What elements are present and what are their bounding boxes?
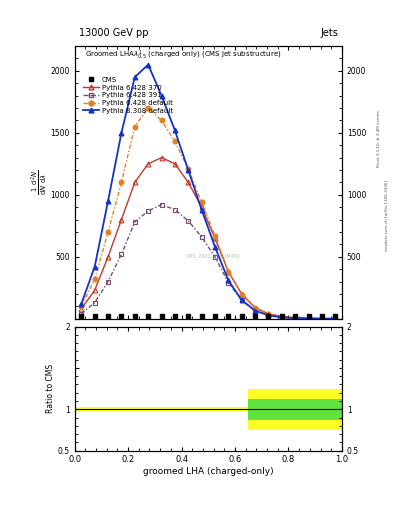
Y-axis label: $\frac{1}{\mathrm{d}N}\frac{\mathrm{d}^{2}N}{\mathrm{d}\lambda}$: $\frac{1}{\mathrm{d}N}\frac{\mathrm{d}^{… <box>29 169 49 195</box>
Text: CMS_2021_11SOM492: CMS_2021_11SOM492 <box>186 253 241 259</box>
Text: mcplots.cern.ch [arXiv:1306.3436]: mcplots.cern.ch [arXiv:1306.3436] <box>385 180 389 250</box>
Y-axis label: Ratio to CMS: Ratio to CMS <box>46 364 55 413</box>
X-axis label: groomed LHA (charged-only): groomed LHA (charged-only) <box>143 467 274 476</box>
Legend: CMS, Pythia 6.428 370, Pythia 6.428 391, Pythia 6.428 default, Pythia 8.308 defa: CMS, Pythia 6.428 370, Pythia 6.428 391,… <box>83 77 173 114</box>
Text: Jets: Jets <box>320 28 338 38</box>
Text: Rivet 3.1.10, ≥ 3.4M events: Rivet 3.1.10, ≥ 3.4M events <box>377 110 381 167</box>
Text: Groomed LHA$\lambda^{1}_{0.5}$ (charged only) (CMS jet substructure): Groomed LHA$\lambda^{1}_{0.5}$ (charged … <box>85 49 282 62</box>
Text: 13000 GeV pp: 13000 GeV pp <box>79 28 148 38</box>
